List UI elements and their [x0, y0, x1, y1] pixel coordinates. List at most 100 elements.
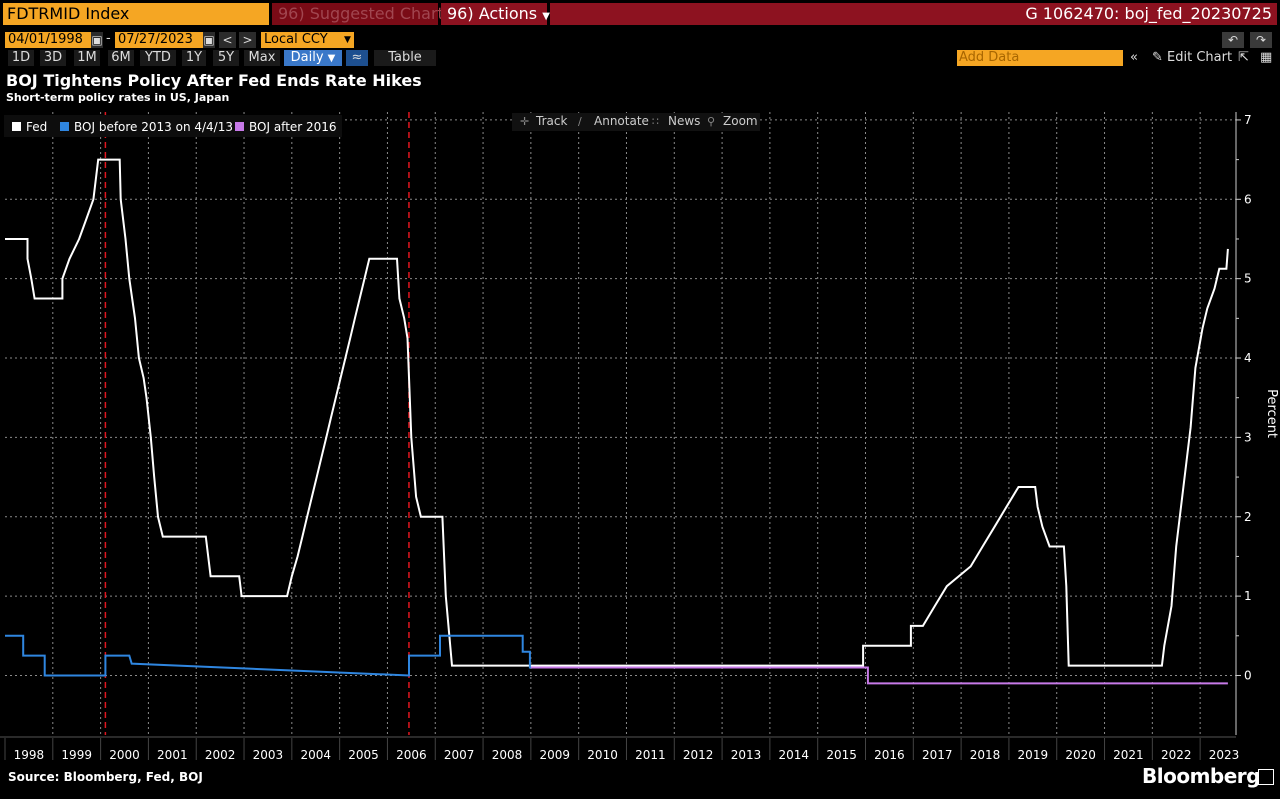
x-tick-label: 2001 [157, 748, 188, 762]
x-tick-label: 2003 [253, 748, 284, 762]
actions-label: Actions [478, 4, 538, 23]
y-tick-label: 0 [1244, 668, 1252, 682]
legend-swatch [235, 122, 244, 131]
legend-label: Fed [26, 120, 47, 134]
y-tick-label: 5 [1244, 272, 1252, 286]
x-tick-label: 2014 [779, 748, 810, 762]
edit-chart-label: Edit Chart [1167, 50, 1233, 65]
bloomberg-logo: Bloomberg [1142, 764, 1260, 788]
x-tick-label: 2022 [1161, 748, 1192, 762]
add-data-input[interactable]: Add Data [957, 50, 1123, 66]
chart-tools-bar [512, 113, 760, 131]
chevron-down-icon[interactable]: ▼ [341, 32, 354, 48]
x-tick-label: 2009 [539, 748, 570, 762]
chart-tool-label: Annotate [594, 114, 649, 128]
x-tick-label: 1999 [61, 748, 92, 762]
track-icon: ✛ [520, 115, 529, 128]
news-icon: ∷ [652, 115, 659, 128]
date-separator: - [106, 31, 111, 46]
settings-icon[interactable]: ⇱ [1238, 50, 1249, 65]
source-note: Source: Bloomberg, Fed, BOJ [8, 770, 203, 784]
x-tick-label: 2023 [1209, 748, 1240, 762]
caret-down-icon: ▼ [542, 11, 550, 22]
ticker-field[interactable]: FDTRMID Index [3, 3, 269, 25]
chart-tool-label: News [668, 114, 700, 128]
suggested-charts-icon: 96 [278, 4, 299, 23]
chart-id: G 1062470: boj_fed_20230725 [1025, 4, 1272, 23]
edit-chart-button[interactable]: ✎ Edit Chart [1152, 50, 1232, 66]
next-arrow-icon[interactable]: > [239, 32, 256, 48]
prev-arrow-icon[interactable]: < [219, 32, 236, 48]
actions-icon: 96 [447, 4, 468, 23]
period-6m-button[interactable]: 6M [108, 50, 134, 66]
x-tick-label: 1998 [14, 748, 45, 762]
x-tick-label: 2013 [731, 748, 762, 762]
x-tick-label: 2008 [492, 748, 523, 762]
period-ytd-button[interactable]: YTD [140, 50, 176, 66]
y-tick-label: 4 [1244, 351, 1252, 365]
boj-before-series-line [5, 634, 734, 677]
chart-tool-label: Zoom [723, 114, 758, 128]
frequency-label: Daily [290, 50, 324, 65]
legend-label: BOJ before 2013 on 4/4/13 [74, 120, 233, 134]
x-tick-label: 2006 [396, 748, 427, 762]
x-tick-label: 2019 [1018, 748, 1049, 762]
start-date-input[interactable]: 04/01/1998 [5, 32, 91, 48]
period-1m-button[interactable]: 1M [74, 50, 100, 66]
table-button[interactable]: Table [374, 50, 436, 66]
x-tick-label: 2020 [1065, 748, 1096, 762]
currency-select[interactable]: Local CCY [261, 32, 341, 48]
end-date-input[interactable]: 07/27/2023 [115, 32, 203, 48]
x-tick-label: 2000 [109, 748, 140, 762]
legend-swatch [12, 122, 21, 131]
y-tick-label: 3 [1244, 430, 1252, 444]
y-axis-label: Percent [1264, 389, 1279, 438]
zoom-icon: ⚲ [707, 115, 715, 128]
y-tick-label: 7 [1244, 113, 1252, 127]
y-tick-label: 2 [1244, 510, 1252, 524]
period-1y-button[interactable]: 1Y [182, 50, 206, 66]
x-tick-label: 2015 [826, 748, 857, 762]
chart-title: BOJ Tightens Policy After Fed Ends Rate … [6, 71, 422, 90]
calendar-icon[interactable]: ▣ [203, 32, 215, 48]
undo-icon[interactable]: ↶ [1222, 32, 1244, 48]
suggested-charts-button[interactable]: 96) Suggested Charts [272, 3, 452, 25]
period-5y-button[interactable]: 5Y [213, 50, 239, 66]
chart-subtitle: Short-term policy rates in US, Japan [6, 91, 230, 104]
x-tick-label: 2017 [922, 748, 953, 762]
legend-label: BOJ after 2016 [249, 120, 337, 134]
period-3d-button[interactable]: 3D [40, 50, 66, 66]
x-tick-label: 2004 [300, 748, 331, 762]
legend-box [4, 115, 342, 137]
boj-after-series-line [530, 666, 1228, 685]
y-tick-label: 1 [1244, 589, 1252, 603]
x-tick-label: 2011 [635, 748, 666, 762]
y-tick-label: 6 [1244, 192, 1252, 206]
x-tick-label: 2005 [348, 748, 379, 762]
chart-plot[interactable]: 1998 1999 2000 2001 2002 2003 2004 2005 2006 2007… [0, 110, 1280, 768]
header-bar [550, 3, 1277, 25]
collapse-icon[interactable]: « [1130, 50, 1138, 65]
x-tick-label: 2007 [444, 748, 475, 762]
pencil-icon: ✎ [1152, 50, 1163, 65]
x-tick-label: 2021 [1113, 748, 1144, 762]
suggested-charts-label: Suggested Charts [309, 4, 453, 23]
x-tick-label: 2010 [587, 748, 618, 762]
x-tick-label: 2016 [874, 748, 905, 762]
line-chart-icon[interactable]: ≈ [346, 50, 368, 66]
actions-button[interactable]: 96) Actions ▼ [441, 3, 550, 25]
caret-down-icon: ▼ [327, 53, 336, 64]
x-tick-label: 2002 [205, 748, 236, 762]
grid-icon[interactable]: ▦ [1260, 50, 1273, 65]
annotate-icon: ∕ [578, 115, 582, 128]
chart-tool-label: Track [535, 114, 567, 128]
frequency-select[interactable]: Daily ▼ [284, 50, 342, 66]
period-max-button[interactable]: Max [244, 50, 280, 66]
legend-swatch [60, 122, 69, 131]
period-1d-button[interactable]: 1D [8, 50, 34, 66]
x-tick-label: 2012 [683, 748, 714, 762]
calendar-icon[interactable]: ▣ [91, 32, 103, 48]
redo-icon[interactable]: ↷ [1250, 32, 1272, 48]
x-tick-label: 2018 [970, 748, 1001, 762]
fed-series-line [5, 158, 1229, 667]
